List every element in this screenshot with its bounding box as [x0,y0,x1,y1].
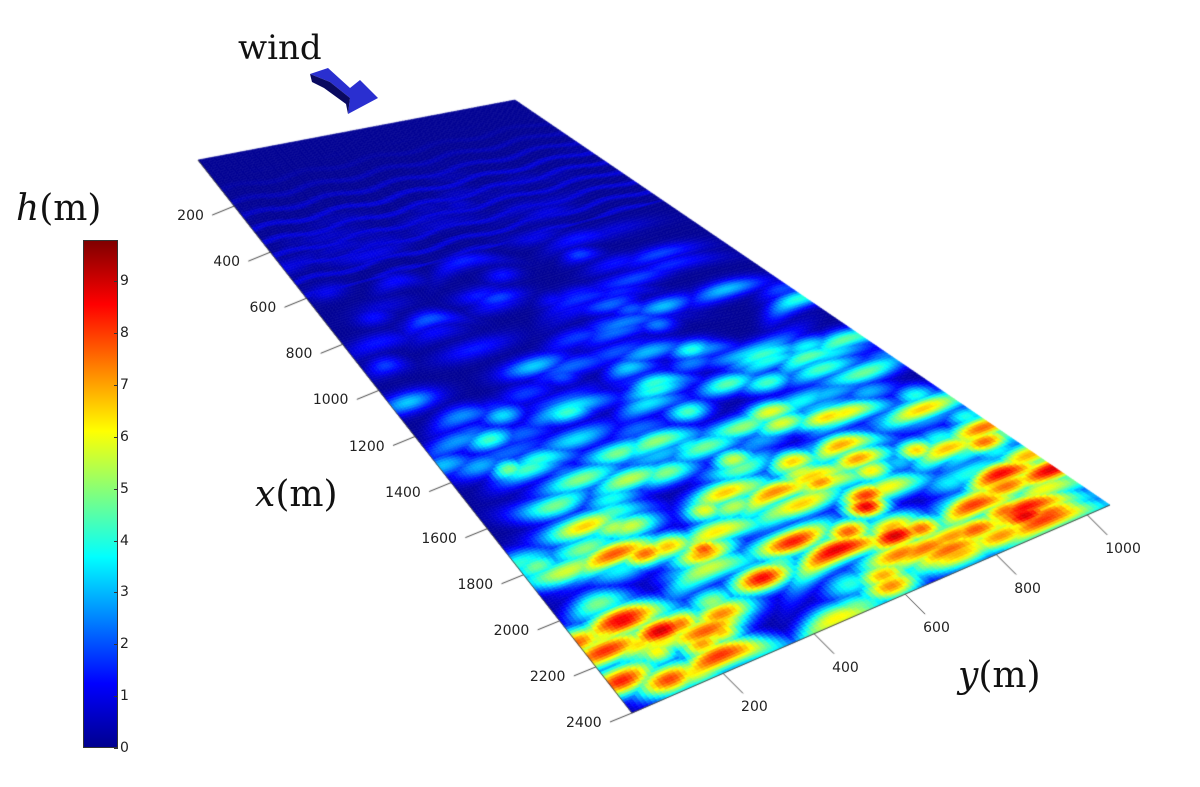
y-tick-label-600: 600 [923,620,950,637]
x-tick-label-200: 200 [177,208,204,225]
colorbar-tick-label-5: 5 [120,480,129,497]
x-var: x [255,474,276,515]
x-tick-label-2400: 2400 [566,715,602,731]
x-tick-label-1400: 1400 [385,484,421,501]
x-tick-label-1000: 1000 [312,392,349,409]
colorbar-tick-label-1: 1 [120,688,129,705]
colorbar [83,240,118,748]
colorbar-tick-1 [114,696,118,698]
colorbar-label: h(m) [16,188,101,229]
colorbar-tick-8 [114,333,118,335]
x-tick-label-2200: 2200 [529,668,566,685]
y-tick-label-800: 800 [1014,580,1041,597]
colorbar-tick-3 [114,592,118,594]
colorbar-tick-label-0: 0 [120,740,129,756]
x-tick-label-1800: 1800 [457,576,494,593]
y-tick-label-1000: 1000 [1105,540,1141,557]
y-var: y [958,655,979,696]
h-unit: (m) [39,188,102,229]
wind-arrow-icon [310,68,378,114]
wind-label: wind [238,28,322,68]
y-tick-label-200: 200 [741,699,768,716]
colorbar-tick-5 [114,488,118,490]
x-tick-label-1600: 1600 [421,530,457,547]
h-var: h [16,188,40,229]
x-tick-label-400: 400 [213,254,241,271]
x-tick-label-600: 600 [249,300,277,317]
x-tick-label-800: 800 [285,346,313,363]
colorbar-tick-0 [114,748,118,749]
colorbar-tick-9 [114,281,118,283]
x-axis-label: x(m) [255,474,338,515]
colorbar-tick-label-6: 6 [120,428,129,445]
colorbar-tick-2 [114,644,118,646]
colorbar-tick-label-8: 8 [120,325,129,342]
colorbar-tick-label-9: 9 [120,273,129,290]
colorbar-tick-7 [114,385,118,387]
colorbar-tick-4 [114,540,118,542]
y-axis-label: y(m) [958,655,1041,696]
x-tick-label-2000: 2000 [493,622,530,639]
y-tick-label-400: 400 [832,659,859,676]
x-unit: (m) [275,474,338,515]
colorbar-tick-6 [114,436,118,438]
colorbar-tick-label-7: 7 [120,377,129,394]
colorbar-tick-label-4: 4 [120,532,129,549]
y-unit: (m) [978,655,1041,696]
colorbar-tick-label-2: 2 [120,636,129,653]
x-tick-label-1200: 1200 [349,438,385,455]
colorbar-tick-label-3: 3 [120,584,129,601]
